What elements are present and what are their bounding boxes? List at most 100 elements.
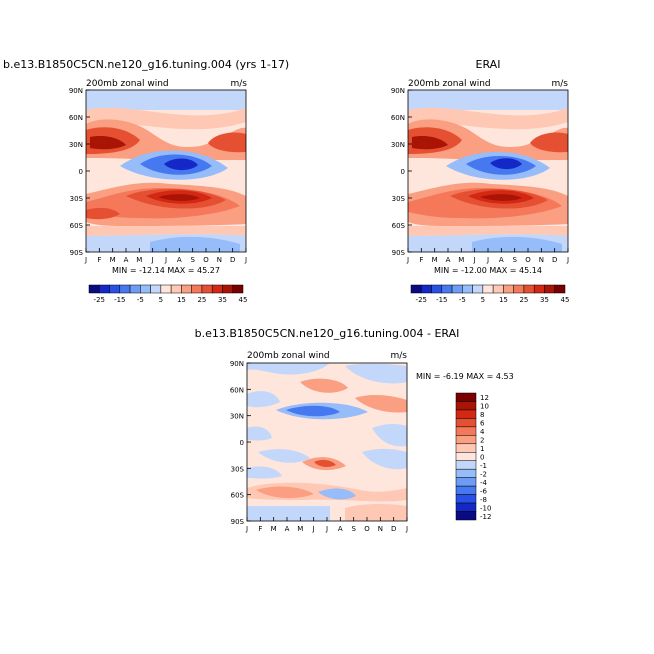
- colorbar-swatch: [410, 284, 422, 294]
- x-tick-label: J: [473, 256, 476, 264]
- panel-model-subtitle-left: 200mb zonal wind: [86, 79, 169, 89]
- colorbar-swatch: [492, 284, 504, 294]
- colorbar-swatch: [544, 284, 555, 294]
- anom-neg-7: [258, 449, 310, 463]
- colorbar-tick-label: -5: [137, 296, 144, 304]
- y-tick-label: 0: [401, 168, 405, 176]
- field-band-sh-midlat: [86, 226, 246, 236]
- anom-neg-10: [318, 488, 356, 500]
- y-tick-label: 30S: [392, 195, 406, 203]
- field-nh-jet-dec: [208, 132, 246, 153]
- x-tick-label: J: [164, 256, 167, 264]
- x-tick-label: J: [566, 256, 569, 264]
- colorbar-swatch: [150, 284, 162, 294]
- x-tick-label: M: [110, 256, 116, 264]
- colorbar-tick-label: -2: [480, 470, 487, 478]
- x-tick-label: M: [271, 525, 277, 533]
- panel-diff-subtitle-left: 200mb zonal wind: [247, 351, 330, 361]
- colorbar-tick-label: -4: [480, 479, 488, 487]
- y-tick-label: 90N: [391, 87, 405, 95]
- field-nh-jet-core: [412, 135, 448, 150]
- y-tick-label: 60N: [230, 386, 244, 394]
- panel-model: b.e13.B1850C5CN.ne120_g16.tuning.004 (yr…: [3, 58, 289, 304]
- panel-diff-subtitle-right: m/s: [391, 351, 408, 361]
- x-tick-label: J: [486, 256, 489, 264]
- x-tick-label: F: [97, 256, 101, 264]
- x-tick-label: A: [285, 525, 290, 533]
- colorbar-swatch: [455, 460, 477, 470]
- colorbar-swatch: [451, 284, 463, 294]
- panel-model-title: b.e13.B1850C5CN.ne120_g16.tuning.004 (yr…: [3, 58, 289, 71]
- colorbar-swatch: [431, 284, 443, 294]
- x-tick-label: A: [338, 525, 343, 533]
- panel-erai-subtitle-left: 200mb zonal wind: [408, 79, 491, 89]
- y-tick-label: 60N: [69, 114, 83, 122]
- colorbar-swatch: [533, 284, 545, 294]
- colorbar-swatch: [513, 284, 525, 294]
- anom-neg-8: [362, 448, 407, 470]
- y-tick-label: 30S: [231, 465, 245, 473]
- colorbar-swatch: [455, 485, 477, 495]
- y-tick-label: 90S: [70, 249, 84, 257]
- colorbar-swatch: [421, 284, 432, 294]
- panel-diff: b.e13.B1850C5CN.ne120_g16.tuning.004 - E…: [195, 327, 514, 533]
- x-tick-label: D: [230, 256, 235, 264]
- x-tick-label: S: [512, 256, 517, 264]
- colorbar-tick-label: 15: [499, 296, 508, 304]
- colorbar-swatch: [181, 284, 192, 294]
- field-band-antarctic-2: [150, 236, 240, 252]
- x-tick-label: M: [136, 256, 142, 264]
- colorbar-swatch: [232, 284, 244, 294]
- x-tick-label: J: [244, 256, 247, 264]
- colorbar-tick-label: -25: [94, 296, 105, 304]
- y-tick-label: 60S: [70, 222, 84, 230]
- panel-erai-title: ERAI: [476, 58, 501, 71]
- colorbar-swatch: [441, 284, 453, 294]
- x-tick-label: A: [446, 256, 451, 264]
- colorbar-tick-label: 4: [480, 428, 485, 436]
- anom-pos-1: [300, 378, 348, 393]
- colorbar-tick-label: -12: [480, 513, 491, 521]
- colorbar-swatch: [455, 502, 477, 512]
- field-easterly-core: [164, 158, 198, 171]
- anom-neg-1: [247, 363, 330, 375]
- colorbar-tick-label: -25: [416, 296, 427, 304]
- anom-neg-5: [372, 424, 407, 447]
- x-tick-label: F: [419, 256, 423, 264]
- x-tick-label: O: [525, 256, 531, 264]
- colorbar-swatch: [140, 284, 151, 294]
- anom-neg-11: [247, 506, 330, 521]
- field-band-antarctic-2: [472, 236, 562, 252]
- colorbar-tick-label: -1: [480, 462, 487, 470]
- colorbar-swatch: [455, 443, 477, 453]
- colorbar-swatch: [523, 284, 535, 294]
- x-tick-label: D: [552, 256, 557, 264]
- x-tick-label: D: [391, 525, 396, 533]
- x-tick-label: J: [245, 525, 248, 533]
- field-sh-polarjet: [86, 207, 120, 220]
- panel-diff-title: b.e13.B1850C5CN.ne120_g16.tuning.004 - E…: [195, 327, 460, 340]
- y-tick-label: 30N: [391, 141, 405, 149]
- y-tick-label: 30N: [230, 413, 244, 421]
- field-nh-jet-dec: [530, 132, 568, 153]
- colorbar-swatch: [554, 284, 566, 294]
- colorbar-tick-label: 25: [519, 296, 528, 304]
- colorbar-swatch: [455, 477, 477, 487]
- panel-diff-stats: MIN = -6.19 MAX = 4.53: [416, 372, 514, 381]
- colorbar-swatch: [191, 284, 203, 294]
- x-tick-label: J: [405, 525, 408, 533]
- colorbar-tick-label: 35: [540, 296, 549, 304]
- anom-pos-2: [355, 394, 407, 413]
- y-tick-label: 90S: [392, 249, 406, 257]
- y-tick-label: 90N: [230, 360, 244, 368]
- x-tick-label: F: [258, 525, 262, 533]
- panel-erai-stats: MIN = -12.00 MAX = 45.14: [434, 266, 542, 275]
- colorbar-swatch: [88, 284, 100, 294]
- x-tick-label: S: [190, 256, 195, 264]
- colorbar-tick-label: 45: [561, 296, 570, 304]
- colorbar-swatch: [109, 284, 121, 294]
- colorbar-tick-label: 15: [177, 296, 186, 304]
